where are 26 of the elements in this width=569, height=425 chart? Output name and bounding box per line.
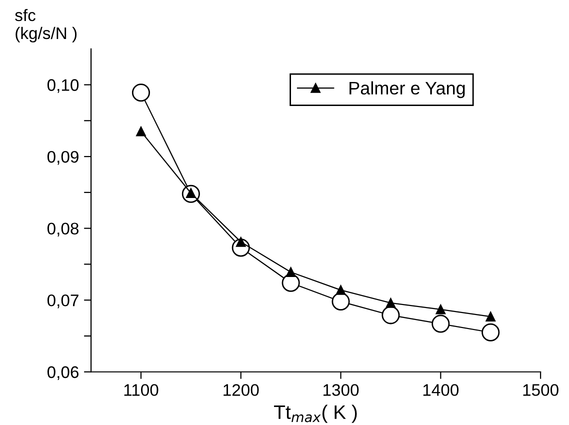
- y-tick-label: 0,06: [47, 366, 79, 380]
- point: [482, 323, 500, 342]
- point: [436, 304, 446, 314]
- y-tick-label: 0,07: [47, 294, 78, 308]
- y-tick-label: 0,08: [47, 222, 79, 236]
- x-tick-label: 1500: [523, 384, 558, 396]
- point: [432, 314, 450, 333]
- x-tick-label: 1200: [224, 384, 259, 396]
- point: [332, 292, 350, 311]
- point: [282, 274, 300, 292]
- point: [136, 126, 146, 136]
- x-tick-label: 1300: [324, 384, 359, 396]
- point: [336, 285, 346, 295]
- legend-label: Palmer e Yang: [350, 81, 465, 98]
- y-axis-title: sfc (kg/s/N ): [15, 8, 77, 42]
- point: [486, 312, 496, 322]
- point: [286, 267, 296, 277]
- y-tick-label: 0,09: [47, 150, 78, 165]
- x-axis-title: Tt$_{max}$( K ): [274, 404, 357, 423]
- y-tick-label: 0,10: [47, 79, 79, 93]
- x-tick-label: 1400: [423, 384, 459, 396]
- point: [382, 306, 400, 324]
- x-tick-label: 1100: [124, 384, 158, 396]
- point: [236, 237, 246, 247]
- point: [386, 298, 396, 308]
- point: [132, 84, 150, 102]
